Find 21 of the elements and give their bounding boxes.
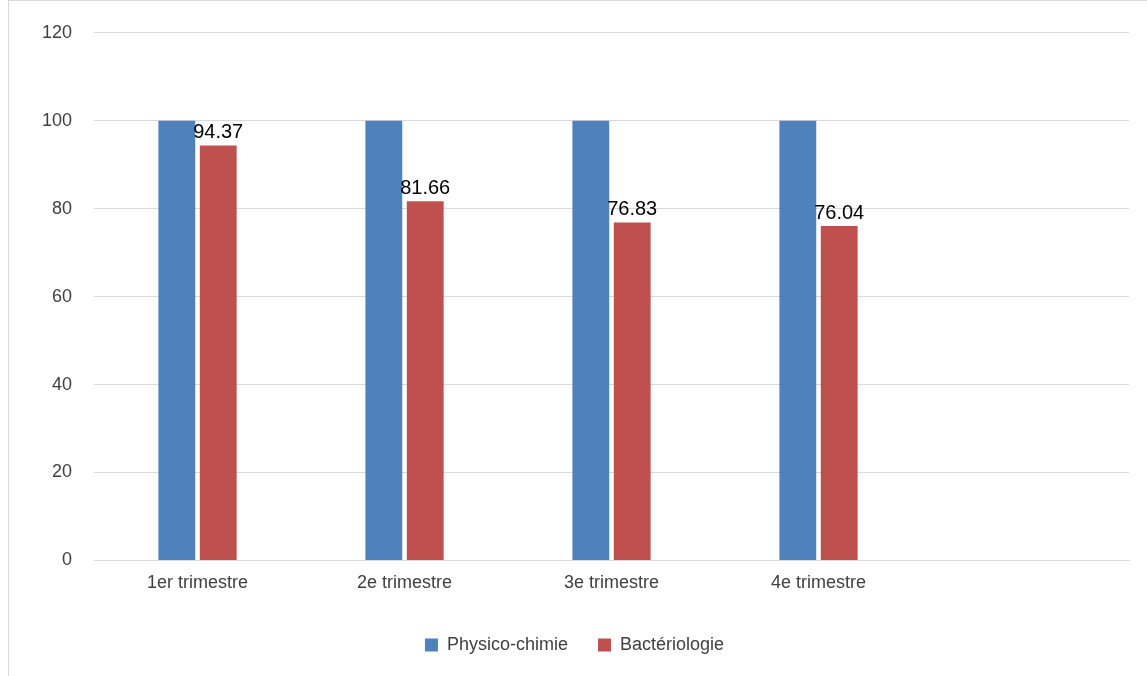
bar [158,120,196,560]
y-tick-label: 20 [52,461,73,482]
x-tick-label: 2e trimestre [357,572,453,593]
y-tick-label: 40 [52,373,73,394]
bar [613,222,651,560]
bar [199,145,237,560]
bar [779,120,817,560]
y-tick-label: 80 [52,197,73,218]
bar [365,120,403,560]
x-tick-label: 3e trimestre [564,572,660,593]
legend-label: Physico-chimie [446,633,568,654]
bar [820,226,858,560]
y-tick-label: 0 [62,549,73,570]
y-tick-label: 60 [52,285,73,306]
bar [406,201,444,560]
y-tick-label: 120 [41,21,73,42]
legend-label: Bactériologie [619,633,725,654]
x-tick-label: 1er trimestre [147,572,249,593]
x-tick-label: 4e trimestre [770,572,867,593]
bar [572,120,610,560]
y-tick-label: 100 [41,109,73,130]
